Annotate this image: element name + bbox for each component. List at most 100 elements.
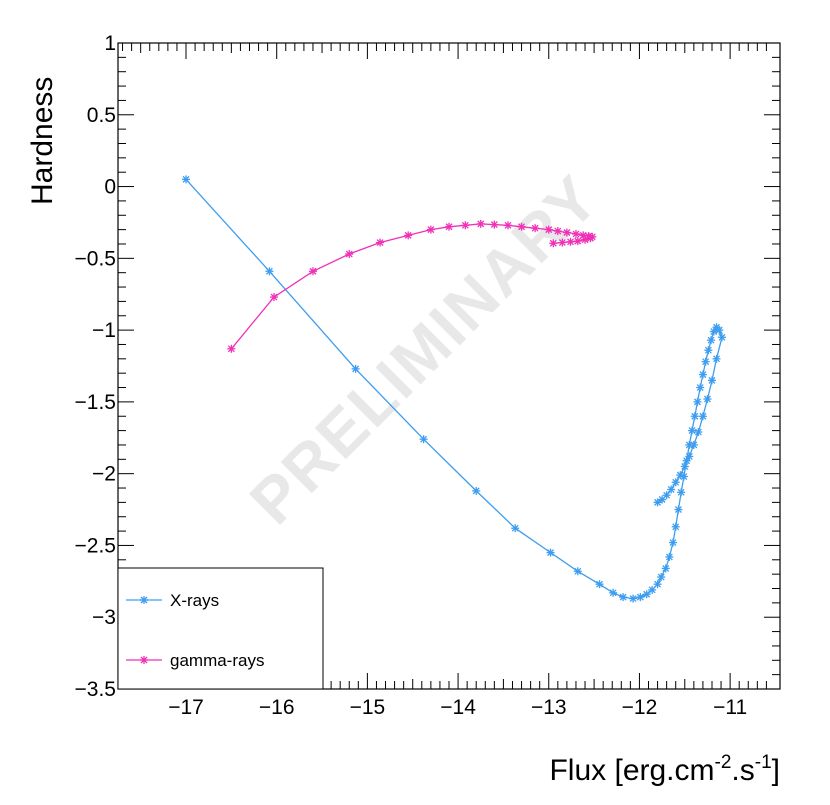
y-tick-label: −2.5 — [75, 534, 116, 557]
series-gammarays — [227, 219, 597, 353]
data-point-xrays — [351, 364, 360, 373]
x-axis-title-sup1: -2 — [715, 752, 732, 773]
legend-items: X-rays gamma-rays — [126, 591, 264, 670]
x-tick-label: −16 — [259, 696, 295, 719]
data-point-xrays — [609, 588, 618, 597]
x-axis-title-mid: .s — [731, 754, 754, 787]
data-point-xrays — [668, 538, 677, 547]
data-point-xrays — [696, 383, 705, 392]
data-point-gammarays — [558, 238, 567, 247]
y-tick-label: 1 — [104, 32, 116, 55]
data-point-xrays — [698, 370, 707, 379]
data-point-xrays — [658, 495, 667, 504]
legend-marker-gammarays — [140, 656, 148, 664]
plot-frame — [117, 42, 781, 690]
y-tick-label: −0.5 — [75, 247, 116, 270]
data-point-xrays — [657, 573, 666, 582]
data-point-xrays — [595, 580, 604, 589]
data-point-xrays — [676, 471, 685, 480]
legend-label-xrays: X-rays — [170, 591, 219, 610]
data-point-xrays — [715, 326, 724, 335]
y-tick-label: −3.5 — [75, 678, 116, 701]
data-point-xrays — [671, 478, 680, 487]
data-point-gammarays — [586, 234, 595, 243]
data-point-xrays — [674, 505, 683, 514]
x-axis-title: Flux [erg.cm-2.s-1] — [549, 752, 780, 787]
data-point-gammarays — [404, 231, 413, 240]
data-point-xrays — [698, 412, 707, 421]
data-point-gammarays — [227, 344, 236, 353]
data-point-xrays — [546, 548, 555, 557]
data-point-xrays — [653, 498, 662, 507]
x-tick-label: −17 — [168, 696, 204, 719]
data-point-xrays — [642, 590, 651, 599]
data-point-xrays — [680, 462, 689, 471]
data-point-xrays — [472, 486, 481, 495]
data-point-gammarays — [544, 225, 553, 234]
data-point-gammarays — [549, 239, 558, 248]
data-point-xrays — [648, 585, 657, 594]
legend: X-rays gamma-rays — [117, 567, 324, 690]
data-point-gammarays — [490, 220, 499, 229]
data-point-gammarays — [308, 267, 317, 276]
x-axis-title-sup2: -1 — [755, 752, 772, 773]
data-point-xrays — [629, 594, 638, 603]
data-point-gammarays — [562, 228, 571, 237]
data-point-xrays — [619, 593, 628, 602]
data-point-gammarays — [426, 225, 435, 234]
data-point-gammarays — [461, 221, 470, 230]
data-point-xrays — [636, 593, 645, 602]
x-tick-label: −14 — [440, 696, 476, 719]
y-tick-label: −2 — [92, 463, 116, 486]
data-point-xrays — [677, 488, 686, 497]
data-point-gammarays — [517, 222, 526, 231]
data-point-xrays — [689, 440, 698, 449]
data-point-gammarays — [553, 227, 562, 236]
data-point-xrays — [717, 333, 726, 342]
legend-label-gammarays: gamma-rays — [170, 651, 264, 670]
x-tick-labels: −17 −16 −15 −14 −13 −12 −11 — [168, 696, 747, 719]
y-tick-label: 0 — [104, 176, 116, 199]
y-tick-label: −1.5 — [75, 391, 116, 414]
data-point-gammarays — [573, 237, 582, 246]
data-point-xrays — [707, 376, 716, 385]
data-point-xrays — [667, 485, 676, 494]
y-tick-labels: −3.5 −3 −2.5 −2 −1.5 −1 −0.5 0 0.5 1 — [75, 32, 116, 701]
x-axis-title-end: ] — [772, 754, 780, 787]
x-tick-label: −15 — [350, 696, 386, 719]
data-point-xrays — [701, 357, 710, 366]
series-layer — [182, 175, 726, 603]
data-point-xrays — [573, 567, 582, 576]
data-point-xrays — [661, 564, 670, 573]
data-point-xrays — [511, 524, 520, 533]
data-point-xrays — [671, 522, 680, 531]
data-point-gammarays — [476, 219, 485, 228]
y-tick-label: −3 — [92, 606, 116, 629]
x-tick-label: −11 — [713, 696, 747, 719]
data-point-xrays — [665, 552, 674, 561]
y-tick-label: 0.5 — [87, 104, 116, 127]
data-point-xrays — [419, 435, 428, 444]
x-tick-label: −12 — [622, 696, 658, 719]
data-point-xrays — [694, 428, 703, 437]
y-tick-label: −1 — [92, 319, 116, 342]
data-point-xrays — [693, 397, 702, 406]
y-axis-title: Hardness — [26, 77, 59, 205]
legend-marker-xrays — [140, 596, 148, 604]
data-point-xrays — [653, 580, 662, 589]
x-tick-label: −13 — [531, 696, 567, 719]
data-point-gammarays — [566, 237, 575, 246]
data-point-xrays — [685, 452, 694, 461]
data-point-gammarays — [269, 293, 278, 302]
data-point-xrays — [703, 395, 712, 404]
data-point-xrays — [707, 336, 716, 345]
data-point-xrays — [182, 175, 191, 184]
data-point-gammarays — [345, 250, 354, 259]
legend-box — [117, 567, 324, 690]
data-point-xrays — [688, 426, 697, 435]
data-point-xrays — [265, 267, 274, 276]
data-point-gammarays — [376, 238, 385, 247]
data-point-gammarays — [445, 222, 453, 231]
data-point-gammarays — [531, 224, 540, 233]
